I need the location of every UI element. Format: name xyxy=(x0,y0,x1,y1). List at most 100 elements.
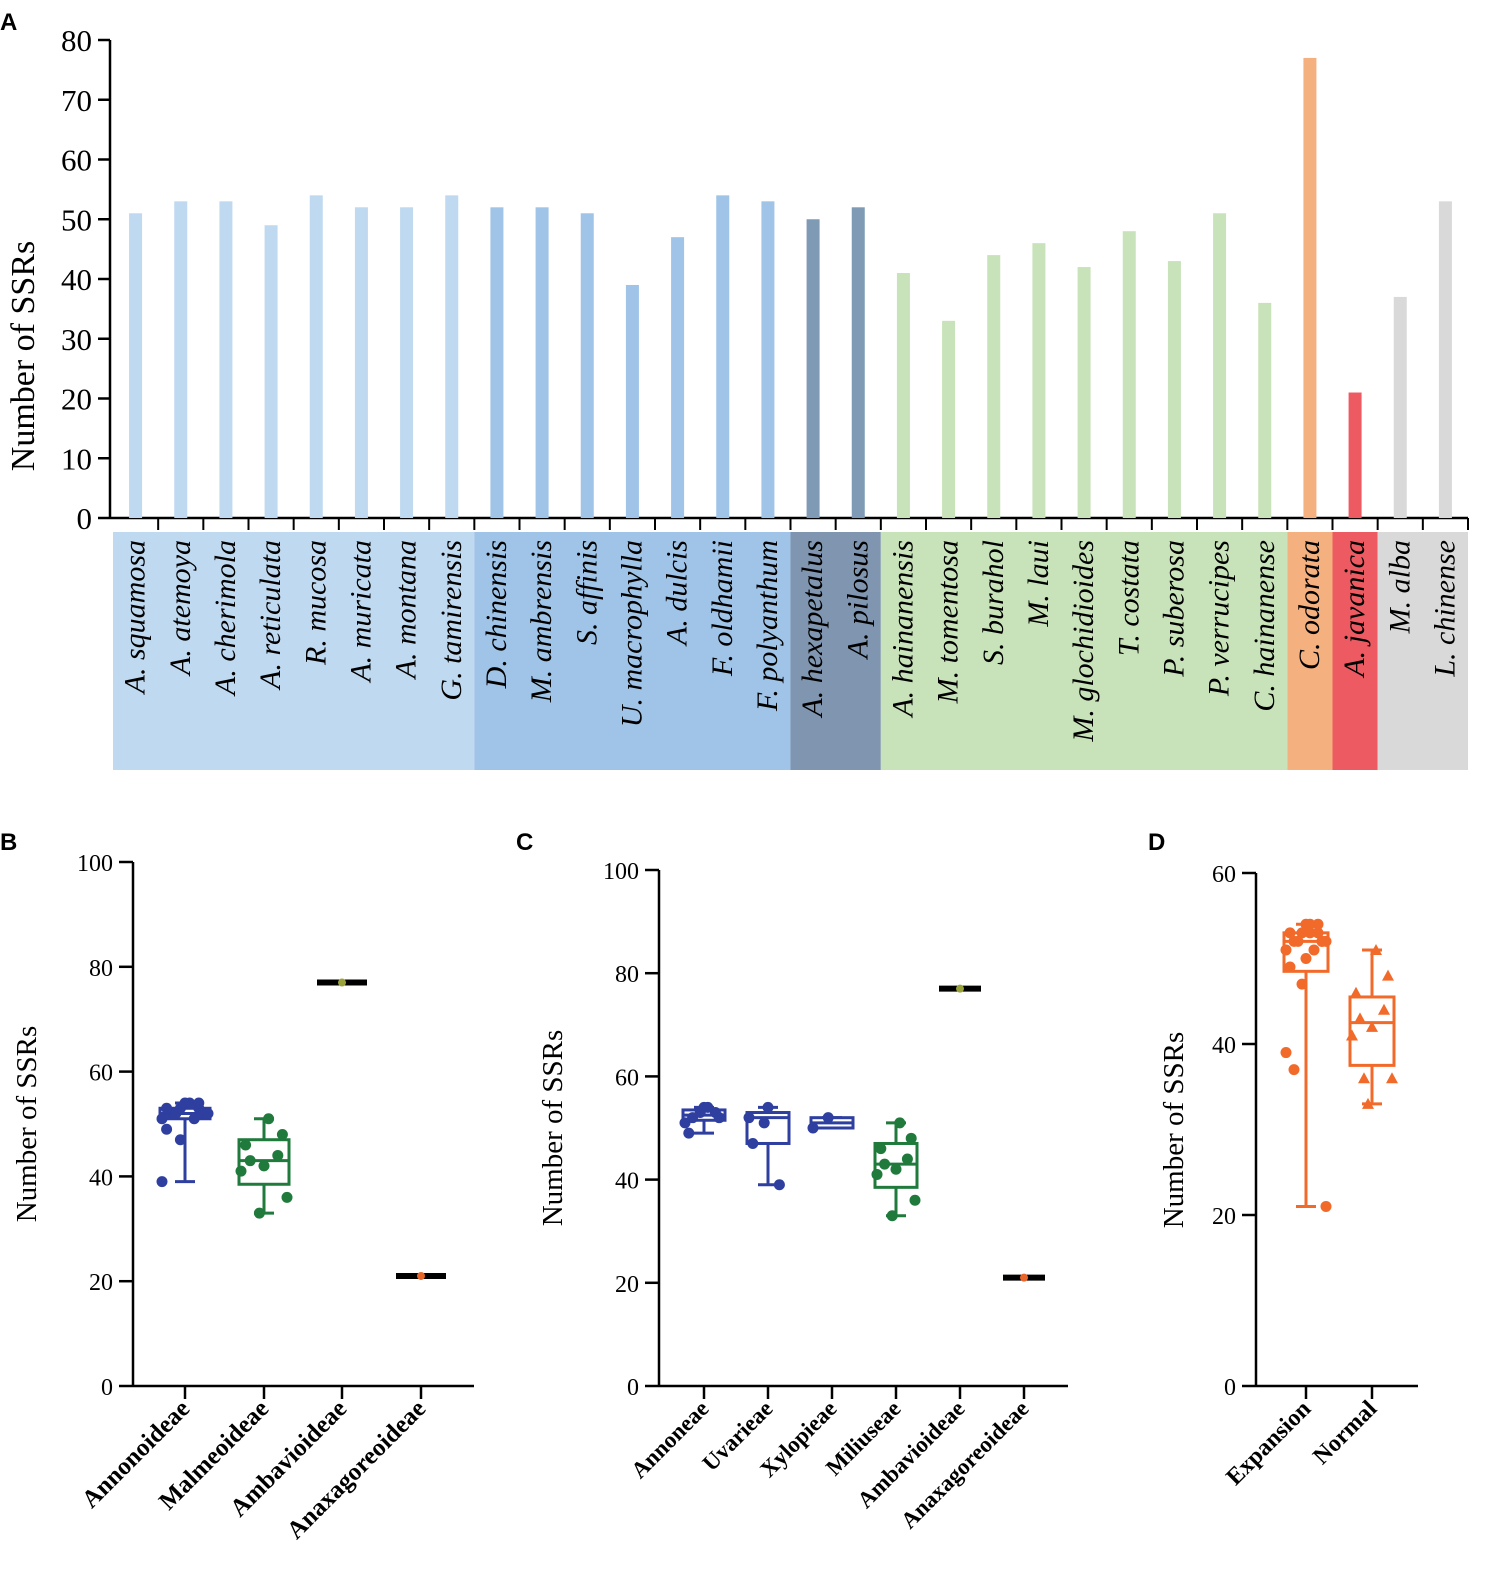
category-label-16: A. pilosus xyxy=(841,540,874,660)
bar-1 xyxy=(174,201,188,518)
d-point-0-11 xyxy=(1280,1047,1292,1059)
c-y-tick-label-80: 80 xyxy=(615,962,639,988)
d-point-0-1 xyxy=(1296,927,1308,939)
b-y-tick-label-60: 60 xyxy=(89,1061,113,1087)
y-tick-label-60: 60 xyxy=(61,143,92,178)
c-y-tick-label-100: 100 xyxy=(603,859,639,885)
panel-a-bar-chart: 0 10 20 30 40 50 60 70 80 A. squamosa A. atemoya A.… xyxy=(5,23,1469,770)
d-y-tick-label-0: 0 xyxy=(1224,1375,1236,1401)
bar-8 xyxy=(490,207,504,519)
d-point-0-18 xyxy=(1304,927,1316,939)
d-category-label-1: Normal xyxy=(1308,1396,1382,1470)
c-y-tick-label-40: 40 xyxy=(615,1169,639,1195)
d-point-0-16 xyxy=(1316,935,1328,947)
b-point-1-4 xyxy=(258,1160,270,1172)
y-tick-label-50: 50 xyxy=(61,202,92,237)
bar-10 xyxy=(580,213,594,518)
d-point-1-0 xyxy=(1346,1029,1358,1041)
category-label-3: A. reticulata xyxy=(254,540,287,691)
d-y-tick-label-20: 20 xyxy=(1212,1204,1236,1230)
c-point-3-6 xyxy=(879,1158,891,1170)
bar-5 xyxy=(354,207,368,519)
b-y-axis-title: Number of SSRs xyxy=(11,1026,43,1223)
bar-0 xyxy=(129,213,143,518)
bar-28 xyxy=(1393,296,1407,518)
d-point-0-15 xyxy=(1300,953,1312,964)
label-band-0 xyxy=(113,532,475,770)
category-label-27: A. javanica xyxy=(1338,540,1371,679)
bar-18 xyxy=(942,320,956,518)
y-tick-label-10: 10 xyxy=(61,441,92,476)
c-point-0-7 xyxy=(702,1101,714,1113)
category-label-19: S. burahol xyxy=(977,540,1010,665)
b-y-tick-label-100: 100 xyxy=(77,851,113,877)
bar-21 xyxy=(1077,267,1091,518)
c-point-3-0 xyxy=(871,1168,883,1180)
d-point-0-2 xyxy=(1312,927,1324,939)
bar-7 xyxy=(445,195,459,518)
bar-11 xyxy=(625,284,639,518)
bar-13 xyxy=(716,195,730,518)
d-y-axis-title: Number of SSRs xyxy=(1158,1032,1190,1229)
b-point-0-11 xyxy=(156,1176,168,1188)
d-point-0-13 xyxy=(1312,918,1324,930)
category-label-1: A. atemoya xyxy=(164,540,197,677)
d-point-0-0 xyxy=(1280,944,1292,956)
b-point-1-5 xyxy=(276,1128,288,1140)
d-point-1-6 xyxy=(1354,1012,1366,1024)
category-label-13: F. oldhamii xyxy=(706,540,739,677)
d-point-1-1 xyxy=(1362,1097,1374,1109)
b-point-1-0 xyxy=(235,1165,247,1177)
category-label-29: L. chinense xyxy=(1428,540,1461,678)
y-tick-label-20: 20 xyxy=(61,382,92,417)
label-band-3 xyxy=(880,532,1288,770)
bar-3 xyxy=(264,225,278,518)
b-point-1-7 xyxy=(263,1113,275,1125)
category-label-4: R. mucosa xyxy=(299,540,332,666)
c-y-tick-label-20: 20 xyxy=(615,1272,639,1298)
category-label-22: T. costata xyxy=(1112,540,1145,656)
b-y-tick-label-40: 40 xyxy=(89,1165,113,1191)
b-point-0-9 xyxy=(170,1108,182,1120)
bar-4 xyxy=(309,195,323,518)
d-category-label-0: Expansion xyxy=(1221,1396,1316,1491)
c-point-3-2 xyxy=(901,1153,913,1165)
panel-label-b: B xyxy=(0,829,17,856)
c-point-2-1 xyxy=(822,1112,834,1124)
y-tick-label-0: 0 xyxy=(77,501,93,536)
category-label-18: M. tomentosa xyxy=(932,540,965,704)
bar-23 xyxy=(1167,261,1181,518)
y-tick-label-40: 40 xyxy=(61,262,92,297)
y-tick-label-30: 30 xyxy=(61,322,92,357)
c-point-5-0 xyxy=(1020,1273,1028,1282)
d-point-0-19 xyxy=(1320,1200,1332,1212)
c-point-1-0 xyxy=(743,1112,755,1124)
category-label-2: A. cherimola xyxy=(209,540,242,697)
category-label-7: G. tamirensis xyxy=(435,540,468,701)
d-point-0-10 xyxy=(1308,944,1320,956)
c-point-3-5 xyxy=(905,1132,917,1144)
label-band-4 xyxy=(1287,532,1333,770)
b-point-1-2 xyxy=(272,1149,284,1161)
panel-label-c: C xyxy=(516,829,533,856)
c-point-3-3 xyxy=(875,1143,887,1155)
bar-14 xyxy=(761,201,775,518)
bar-6 xyxy=(400,207,414,519)
c-y-axis-title: Number of SSRs xyxy=(537,1030,569,1227)
category-label-0: A. squamosa xyxy=(119,540,152,695)
b-point-0-10 xyxy=(188,1113,200,1125)
category-label-10: S. affinis xyxy=(570,540,603,645)
bar-17 xyxy=(896,273,910,518)
b-point-1-8 xyxy=(281,1191,293,1203)
b-point-0-13 xyxy=(193,1097,205,1109)
c-point-0-6 xyxy=(687,1112,699,1124)
bar-24 xyxy=(1213,213,1227,518)
b-point-2-0 xyxy=(338,978,346,987)
category-label-21: M. glochidioides xyxy=(1067,540,1100,743)
category-label-12: A. dulcis xyxy=(661,540,694,647)
bar-9 xyxy=(535,207,549,519)
c-point-0-5 xyxy=(713,1112,725,1124)
c-point-3-8 xyxy=(909,1194,921,1206)
b-point-0-14 xyxy=(161,1102,173,1114)
b-y-tick-label-0: 0 xyxy=(101,1375,113,1401)
